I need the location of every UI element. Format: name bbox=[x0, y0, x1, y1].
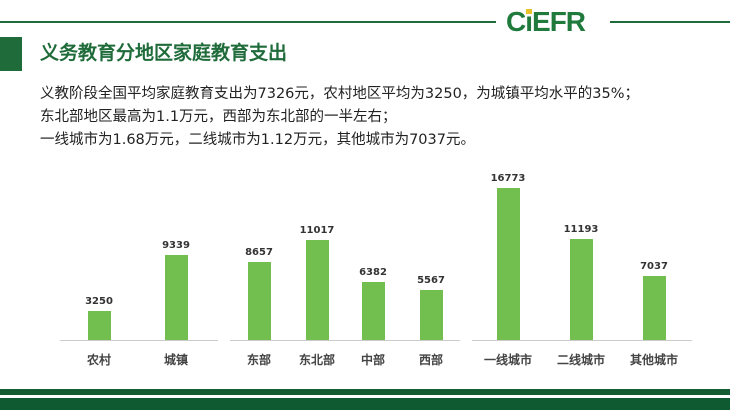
chart-baseline bbox=[472, 340, 692, 341]
data-label: 3250 bbox=[85, 295, 113, 307]
data-label: 7037 bbox=[640, 261, 668, 273]
category-label: 其他城市 bbox=[629, 353, 678, 367]
description-line: 义教阶段全国平均家庭教育支出为7326元，农村地区平均为3250，为城镇平均水平… bbox=[40, 86, 640, 102]
description-line: 一线城市为1.68万元，二线城市为1.12万元，其他城市为7037元。 bbox=[40, 132, 475, 148]
category-label: 一线城市 bbox=[483, 353, 532, 367]
bar bbox=[164, 255, 188, 340]
bar bbox=[496, 188, 520, 340]
data-label: 11017 bbox=[299, 225, 335, 237]
page-title: 义务教育分地区家庭教育支出 bbox=[40, 42, 288, 64]
category-label: 农村 bbox=[86, 353, 111, 367]
description: 义教阶段全国平均家庭教育支出为7326元，农村地区平均为3250，为城镇平均水平… bbox=[40, 83, 639, 152]
category-label: 西部 bbox=[418, 353, 443, 367]
chart-baseline bbox=[60, 340, 218, 341]
category-label: 城镇 bbox=[163, 353, 188, 367]
data-label: 6382 bbox=[359, 267, 387, 279]
data-label: 9339 bbox=[162, 240, 190, 252]
footer-band bbox=[0, 398, 730, 410]
bar bbox=[569, 238, 593, 340]
bar bbox=[305, 240, 329, 340]
category-label: 东北部 bbox=[298, 353, 335, 367]
bar bbox=[247, 261, 271, 340]
data-label: 16773 bbox=[490, 173, 526, 185]
bar bbox=[87, 310, 111, 340]
category-label: 东部 bbox=[246, 353, 271, 367]
header-rule-right bbox=[610, 21, 730, 23]
bar bbox=[419, 289, 443, 340]
data-label: 8657 bbox=[245, 246, 273, 258]
category-label: 中部 bbox=[360, 353, 385, 367]
footer-band bbox=[0, 389, 730, 395]
ciefr-logo: CiEFR bbox=[506, 6, 586, 37]
title-accent bbox=[0, 37, 22, 71]
chart-baseline bbox=[230, 340, 460, 341]
bar bbox=[642, 276, 666, 340]
header-rule-left bbox=[0, 21, 496, 23]
description-line: 东北部地区最高为1.1万元，西部为东北部的一半左右； bbox=[40, 109, 397, 125]
category-label: 二线城市 bbox=[556, 353, 605, 367]
data-label: 5567 bbox=[417, 274, 445, 286]
bar bbox=[361, 282, 385, 340]
data-label: 11193 bbox=[563, 223, 599, 235]
